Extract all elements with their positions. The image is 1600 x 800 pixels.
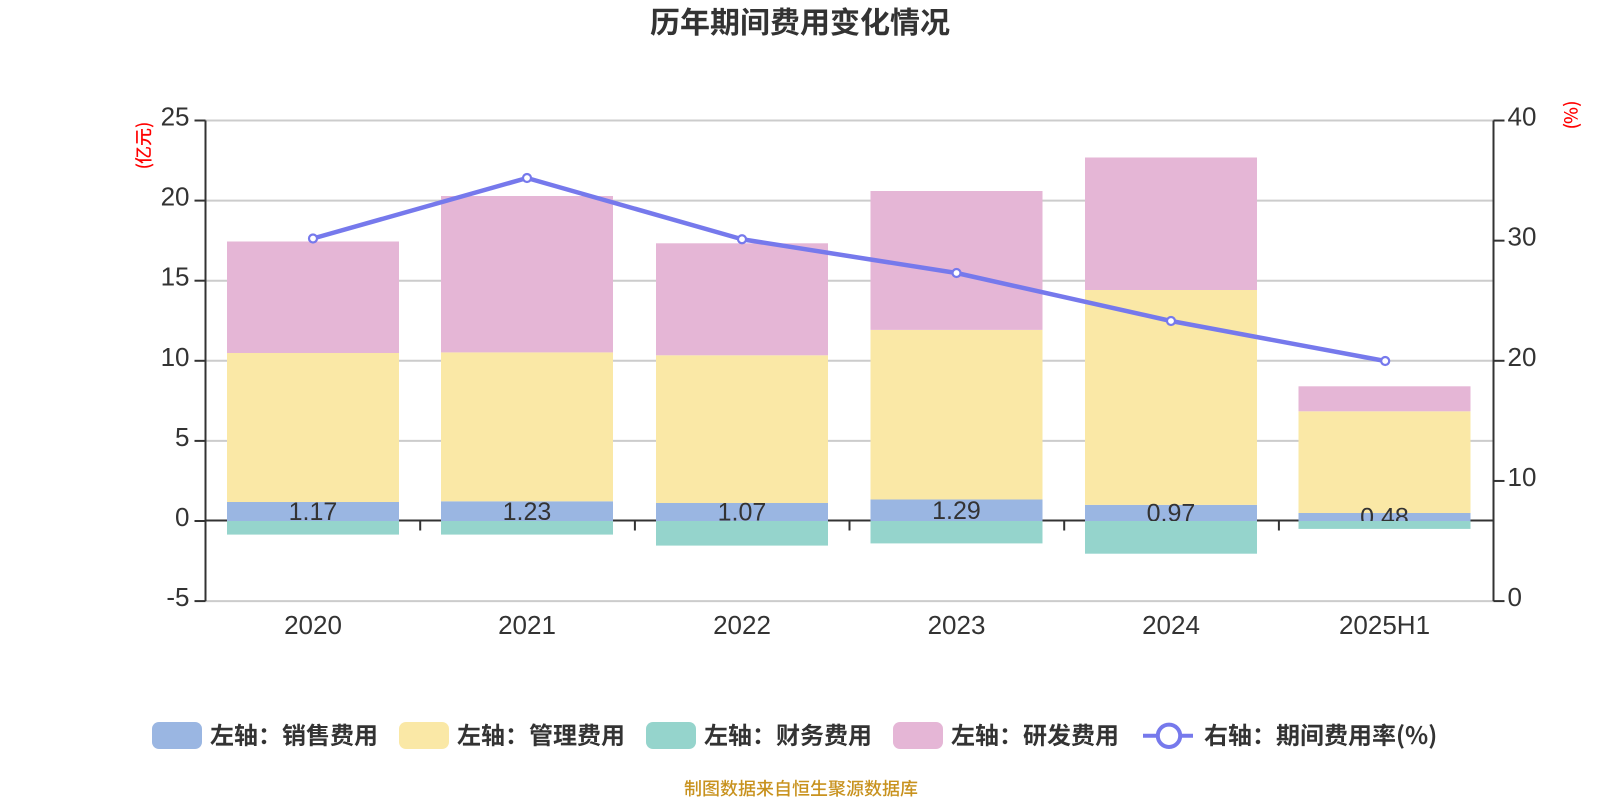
svg-text:20: 20 [161, 182, 190, 212]
svg-text:20: 20 [1508, 342, 1537, 372]
svg-text:40: 40 [1508, 102, 1537, 132]
svg-text:10: 10 [1508, 462, 1537, 492]
svg-text:2020: 2020 [284, 610, 342, 640]
svg-text:0: 0 [1508, 582, 1522, 612]
svg-text:2025H1: 2025H1 [1339, 610, 1430, 640]
svg-text:2023: 2023 [928, 610, 986, 640]
svg-text:1.29: 1.29 [932, 497, 981, 525]
svg-text:0: 0 [175, 502, 189, 532]
svg-text:30: 30 [1508, 222, 1537, 252]
svg-text:25: 25 [161, 102, 190, 132]
svg-text:10: 10 [161, 342, 190, 372]
svg-text:2024: 2024 [1142, 610, 1200, 640]
svg-text:15: 15 [161, 262, 190, 292]
svg-text:2022: 2022 [713, 610, 771, 640]
svg-text:2021: 2021 [498, 610, 556, 640]
svg-text:-5: -5 [166, 582, 189, 612]
svg-text:5: 5 [175, 422, 189, 452]
